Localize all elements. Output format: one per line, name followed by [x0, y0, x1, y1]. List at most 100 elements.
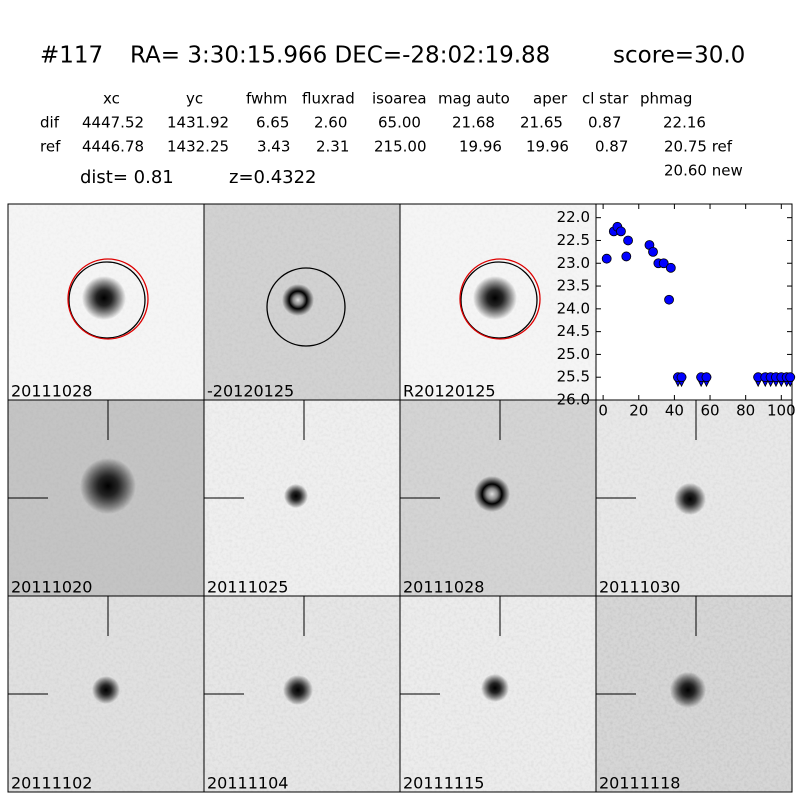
x-tick-label: 40: [665, 402, 684, 420]
column-header: cl star: [582, 90, 629, 108]
panel-label: 20111104: [207, 774, 288, 793]
x-tick-label: 80: [736, 402, 755, 420]
table-cell: 19.96: [526, 138, 569, 156]
image-panel: R20120125: [399, 203, 597, 401]
image-panel: 20111030: [595, 399, 793, 597]
dist: dist= 0.81: [80, 167, 174, 188]
data-point: [664, 294, 674, 305]
plot-area: [595, 203, 793, 401]
panel-label: 20111020: [11, 578, 92, 597]
source: [674, 483, 706, 515]
panel-frame: [595, 595, 793, 793]
aperture-circle: [460, 261, 538, 339]
column-header: isoarea: [372, 90, 427, 108]
table-cell: 21.65: [520, 114, 563, 132]
source: [473, 276, 517, 320]
redshift: z=0.4322: [229, 167, 317, 188]
y-tick-label: 25.5: [557, 368, 590, 386]
panel-label: 20111030: [599, 578, 680, 597]
panel-label: 20111115: [403, 774, 484, 793]
table-cell: dif: [40, 114, 60, 132]
aperture-circle: [266, 267, 346, 347]
object-id: #117: [40, 43, 103, 69]
upper-limit: [701, 372, 712, 388]
table-cell: 6.65: [256, 114, 289, 132]
table-cell: 65.00: [378, 114, 421, 132]
phmag-new: 20.60 new: [664, 162, 743, 180]
source: [481, 674, 509, 702]
source: [670, 672, 706, 708]
y-tick-label: 24.5: [557, 322, 590, 340]
x-tick-label: 60: [700, 402, 719, 420]
column-header: yc: [186, 90, 203, 108]
image-panel: 20111025: [203, 399, 401, 597]
panel-label: 20111102: [11, 774, 92, 793]
data-point: [623, 235, 633, 246]
image-panel: 20111104: [203, 595, 401, 793]
column-header: phmag: [640, 90, 692, 108]
image-panel: 20111102: [7, 595, 205, 793]
data-point: [648, 246, 658, 257]
table-cell: 215.00: [374, 138, 427, 156]
y-tick-label: 24.0: [557, 299, 590, 317]
y-tick-label: 22.0: [557, 208, 590, 226]
x-tick-label: 0: [598, 402, 608, 420]
data-point: [665, 262, 676, 273]
data-point: [601, 253, 612, 264]
source: [284, 484, 308, 508]
aperture-circle: [68, 261, 146, 339]
table-cell: 3.43: [257, 138, 290, 156]
upper-limit: [752, 372, 764, 388]
source: [92, 676, 120, 704]
image-panel: 20111028: [7, 203, 205, 401]
image-panel: 20111020: [7, 399, 205, 597]
source: [474, 476, 510, 512]
limit-point: [701, 372, 712, 383]
panel-label: 20111028: [11, 382, 92, 401]
panel-label: -20120125: [207, 382, 294, 401]
y-tick-label: 25.0: [557, 345, 590, 363]
coordinates: RA= 3:30:15.966 DEC=-28:02:19.88: [130, 43, 550, 69]
y-tick-label: 22.5: [557, 231, 590, 249]
image-panel: 20111118: [595, 595, 793, 793]
limit-point: [676, 372, 687, 383]
y-tick-label: 23.0: [557, 254, 590, 272]
data-point: [621, 251, 632, 262]
source: [283, 675, 313, 705]
data-point: [658, 258, 669, 269]
table-cell: ref: [40, 138, 61, 156]
source: [282, 284, 314, 316]
table-cell: 2.31: [316, 138, 349, 156]
aperture-circle: [67, 258, 149, 340]
table-cell: 0.87: [588, 114, 621, 132]
column-header: fwhm: [246, 90, 287, 108]
column-header: mag auto: [438, 90, 510, 108]
column-header: xc: [103, 90, 120, 108]
aperture-circle: [459, 258, 541, 340]
table-cell: 20.75 ref: [664, 138, 733, 156]
panel-label: 20111028: [403, 578, 484, 597]
table-cell: 0.87: [595, 138, 628, 156]
table-cell: 2.60: [314, 114, 347, 132]
x-tick-label: 100: [767, 402, 796, 420]
source: [80, 458, 136, 514]
table-cell: 19.96: [459, 138, 502, 156]
limit-point: [785, 372, 796, 383]
table-cell: 1432.25: [167, 138, 229, 156]
image-panel: 20111028: [399, 399, 597, 597]
x-tick-label: 20: [629, 402, 648, 420]
data-point: [616, 226, 626, 237]
upper-limit: [676, 372, 687, 388]
score: score=30.0: [613, 43, 745, 69]
column-header: fluxrad: [302, 90, 355, 108]
table-cell: 4446.78: [82, 138, 144, 156]
panel-label: 20111025: [207, 578, 288, 597]
panel-label: 20111118: [599, 774, 680, 793]
table-cell: 21.68: [452, 114, 495, 132]
panel-label: R20120125: [403, 382, 496, 401]
image-panel: -20120125: [203, 203, 401, 401]
y-tick-label: 23.5: [557, 277, 590, 295]
y-tick-label: 26.0: [557, 391, 590, 409]
table-cell: 22.16: [663, 114, 706, 132]
